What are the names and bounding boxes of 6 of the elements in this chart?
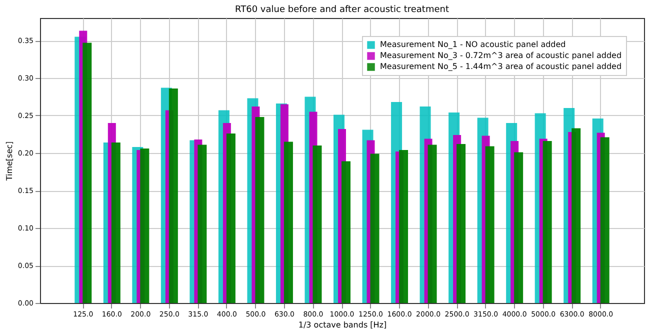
legend-label: Measurement No_5 - 1.44m^3 area of acoustic panel added [380, 62, 622, 71]
chart-title: RT60 value before and after acoustic treatment [235, 5, 450, 15]
legend-label: Measurement No_3 - 0.72m^3 area of acoustic panel added [380, 51, 622, 60]
y-axis-title: Time[sec] [4, 141, 14, 182]
legend-label: Measurement No_1 - NO acoustic panel added [380, 40, 566, 49]
x-axis-title: 1/3 octave bands [Hz] [298, 320, 387, 330]
